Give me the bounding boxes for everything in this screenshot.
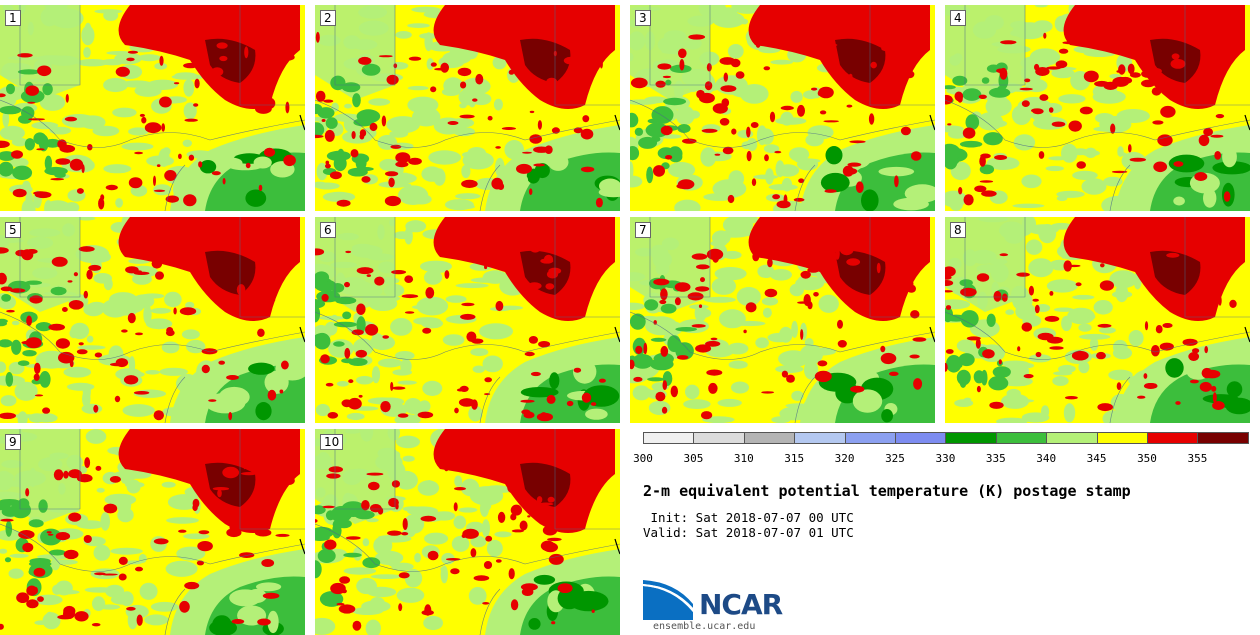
map-field: [630, 217, 935, 423]
colorbar-tick-label: 335: [985, 452, 1006, 465]
ncar-logo: NCAR: [643, 578, 803, 628]
panel-number: 8: [950, 222, 966, 238]
map-field: [0, 217, 305, 423]
colorbar-tick-label: 310: [733, 452, 754, 465]
colorbar-tick-label: 355: [1187, 452, 1208, 465]
colorbar-cell: [995, 432, 1048, 444]
panel-number: 1: [5, 10, 21, 26]
colorbar-tick-label: 325: [885, 452, 905, 465]
colorbar-cell: [743, 432, 796, 444]
panel-number: 9: [5, 434, 21, 450]
postage-stamp-panel: 9: [0, 429, 305, 635]
postage-stamp-panel: 10: [315, 429, 620, 635]
panel-number: 10: [320, 434, 344, 450]
colorbar-tick-label: 305: [683, 452, 704, 465]
logo-url: ensemble.ucar.edu: [653, 621, 756, 632]
colorbar-cell: [1096, 432, 1148, 444]
postage-stamp-panel: 1: [0, 5, 305, 211]
postage-stamp-panel: 7: [630, 217, 935, 423]
panel-number: 5: [5, 222, 21, 238]
map-field: [315, 217, 620, 423]
colorbar-tick-label: 340: [1036, 452, 1057, 465]
colorbar-cell: [844, 432, 896, 444]
panel-number: 2: [320, 10, 336, 26]
colorbar-cell: [1046, 432, 1098, 444]
map-field: [0, 5, 305, 211]
chart-title: 2-m equivalent potential temperature (K)…: [643, 482, 1131, 500]
colorbar-cell: [1147, 432, 1199, 444]
colorbar-cell: [895, 432, 947, 444]
colorbar-cell: [643, 432, 695, 444]
map-field: [945, 217, 1250, 423]
colorbar-tick-label: 300: [633, 452, 653, 465]
postage-stamp-panel: 8: [945, 217, 1250, 423]
colorbar-tick-label: 350: [1137, 452, 1157, 465]
panel-number: 3: [635, 10, 651, 26]
colorbar-cell: [1197, 432, 1249, 444]
panel-number: 4: [950, 10, 966, 26]
colorbar-tick-label: 320: [834, 452, 855, 465]
colorbar-tick-label: 315: [784, 452, 805, 465]
panel-number: 7: [635, 222, 651, 238]
map-field: [0, 429, 305, 635]
logo-text: NCAR: [699, 588, 783, 621]
colorbar-cell: [794, 432, 846, 444]
ncar-logo-icon: [643, 580, 693, 620]
valid-time: Valid: Sat 2018-07-07 01 UTC: [643, 525, 854, 540]
postage-stamp-panel: 6: [315, 217, 620, 423]
map-field: [315, 429, 620, 635]
colorbar-cell: [945, 432, 997, 444]
colorbar-tick-label: 345: [1086, 452, 1107, 465]
map-field: [945, 5, 1250, 211]
init-time: Init: Sat 2018-07-07 00 UTC: [643, 510, 854, 525]
map-field: [315, 5, 620, 211]
colorbar-tick-label: 330: [935, 452, 956, 465]
panel-number: 6: [320, 222, 336, 238]
postage-stamp-panel: 2: [315, 5, 620, 211]
postage-stamp-panel: 4: [945, 5, 1250, 211]
postage-stamp-panel: 3: [630, 5, 935, 211]
map-field: [630, 5, 935, 211]
colorbar-cell: [693, 432, 745, 444]
postage-stamp-panel: 5: [0, 217, 305, 423]
